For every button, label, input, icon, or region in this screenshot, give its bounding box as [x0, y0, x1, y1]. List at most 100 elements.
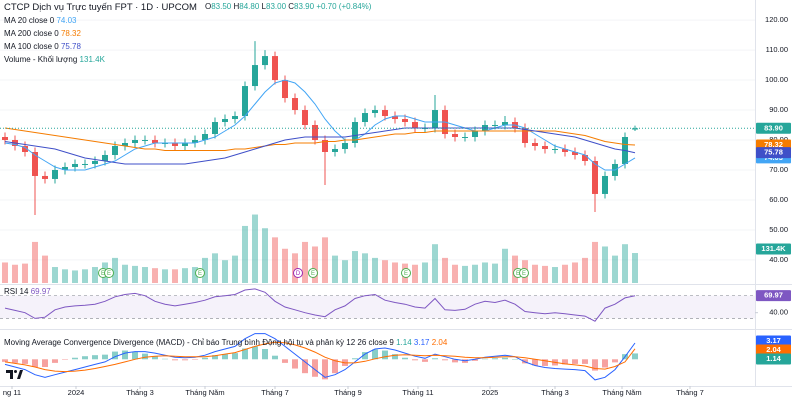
- candle-body: [322, 140, 328, 152]
- ohlc-legend: O83.50 H84.80 L83.00 C83.90 +0.70 (+0.84…: [205, 2, 372, 11]
- volume-bar: [52, 267, 58, 283]
- macd-value-tag-bg: [756, 335, 791, 347]
- candle-body: [532, 142, 538, 146]
- rsi-band: [0, 295, 755, 319]
- volume-bar: [212, 253, 218, 283]
- legend-value: 2.04: [432, 338, 448, 347]
- macd-histogram-bar: [222, 354, 228, 360]
- macd-histogram-bar: [612, 359, 618, 363]
- y-tick-label: 100.00: [765, 75, 788, 84]
- candle-body: [632, 128, 638, 130]
- candle-body: [462, 137, 468, 139]
- candle-body: [72, 163, 78, 167]
- volume-bar: [482, 262, 488, 283]
- legend-label: MA 20 close 0: [4, 16, 55, 25]
- candle-body: [422, 128, 428, 130]
- last-price-tag: 83.90: [764, 123, 783, 132]
- macd-value-tag: 3.17: [766, 336, 781, 345]
- candle-body: [202, 134, 208, 141]
- macd-histogram-bar: [292, 359, 298, 369]
- tradingview-logo: [6, 370, 23, 379]
- macd-histogram-bar: [172, 359, 178, 361]
- x-tick-label: 2025: [482, 388, 499, 397]
- volume-bar: [272, 237, 278, 283]
- volume-bar: [242, 225, 248, 283]
- macd-histogram-bar: [52, 359, 58, 363]
- ohlc-value: 83.50: [211, 2, 232, 11]
- volume-bar: [62, 269, 68, 283]
- candle-body: [502, 122, 508, 126]
- macd-histogram-bar: [312, 359, 318, 377]
- macd-histogram-bar: [442, 359, 448, 361]
- ohlc-value: 83.90: [294, 2, 315, 11]
- volume-bar: [562, 264, 568, 283]
- legend-row: MA 100 close 0 75.78: [4, 42, 82, 51]
- macd-line: [4, 333, 636, 381]
- macd-histogram-bar: [492, 358, 498, 360]
- volume-bar: [322, 237, 328, 283]
- macd-histogram-bar: [472, 359, 478, 361]
- candle-body: [352, 122, 358, 143]
- legend-row: Moving Average Convergence Divergence (M…: [4, 338, 448, 347]
- volume-bar: [542, 265, 548, 283]
- volume-bar: [252, 214, 258, 283]
- candle-body: [272, 56, 278, 81]
- legend-label: RSI 14: [4, 287, 29, 296]
- volume-bar: [382, 260, 388, 283]
- candle-body: [32, 151, 38, 176]
- candle-body: [592, 160, 598, 194]
- macd-histogram-bar: [282, 359, 288, 363]
- volume-bar: [132, 265, 138, 283]
- macd-histogram-bar: [572, 359, 578, 364]
- volume-bar: [582, 257, 588, 283]
- legend-row: RSI 14 69.97: [4, 287, 51, 296]
- macd-histogram-bar: [2, 359, 8, 362]
- macd-histogram-bar: [12, 359, 18, 363]
- event-label: E: [107, 271, 111, 277]
- volume-bar: [392, 262, 398, 283]
- y-tick-label: 60.00: [769, 195, 788, 204]
- x-tick-label: Tháng 3: [126, 388, 154, 397]
- volume-bar: [202, 257, 208, 283]
- candle-body: [562, 148, 568, 152]
- volume-bar: [232, 255, 238, 283]
- x-tick-label: Tháng 9: [334, 388, 362, 397]
- candle-body: [332, 148, 338, 152]
- x-tick-label: ng 11: [3, 388, 21, 397]
- volume-bar: [332, 255, 338, 283]
- event-marker: [293, 268, 303, 278]
- candle-body: [22, 145, 28, 152]
- volume-bar: [342, 260, 348, 283]
- candle-body: [42, 175, 48, 179]
- candle-body: [312, 125, 318, 141]
- candle-body: [172, 142, 178, 146]
- volume-bar: [172, 269, 178, 283]
- macd-histogram-bar: [32, 359, 38, 367]
- ma-line: [4, 127, 636, 165]
- candle-body: [112, 145, 118, 155]
- change-value: +0.70 (+0.84%): [316, 2, 371, 11]
- rsi-line: [4, 288, 636, 322]
- event-label: E: [311, 271, 315, 277]
- volume-bar: [262, 228, 268, 283]
- macd-histogram-bar: [332, 359, 338, 374]
- legend-value: 78.32: [61, 29, 82, 38]
- event-label: E: [101, 271, 105, 277]
- volume-bar: [412, 264, 418, 283]
- ma-line: [4, 127, 636, 151]
- candle-body: [452, 134, 458, 138]
- macd-histogram-bar: [192, 359, 198, 360]
- macd-histogram-bar: [202, 357, 208, 360]
- macd-histogram-bar: [102, 354, 108, 360]
- candle-body: [152, 140, 158, 143]
- y-tick-label: 90.00: [769, 105, 788, 114]
- candle-body: [212, 122, 218, 135]
- macd-histogram-bar: [212, 355, 218, 360]
- legend-value: 3.17: [414, 338, 430, 347]
- x-tick-label: Tháng 7: [261, 388, 289, 397]
- rsi-value-tag-bg: [756, 290, 791, 302]
- volume-bar: [82, 269, 88, 283]
- ohlc-value: 84.80: [239, 2, 260, 11]
- macd-histogram-bar: [252, 346, 258, 360]
- ma-value-tag: 78.32: [764, 140, 783, 149]
